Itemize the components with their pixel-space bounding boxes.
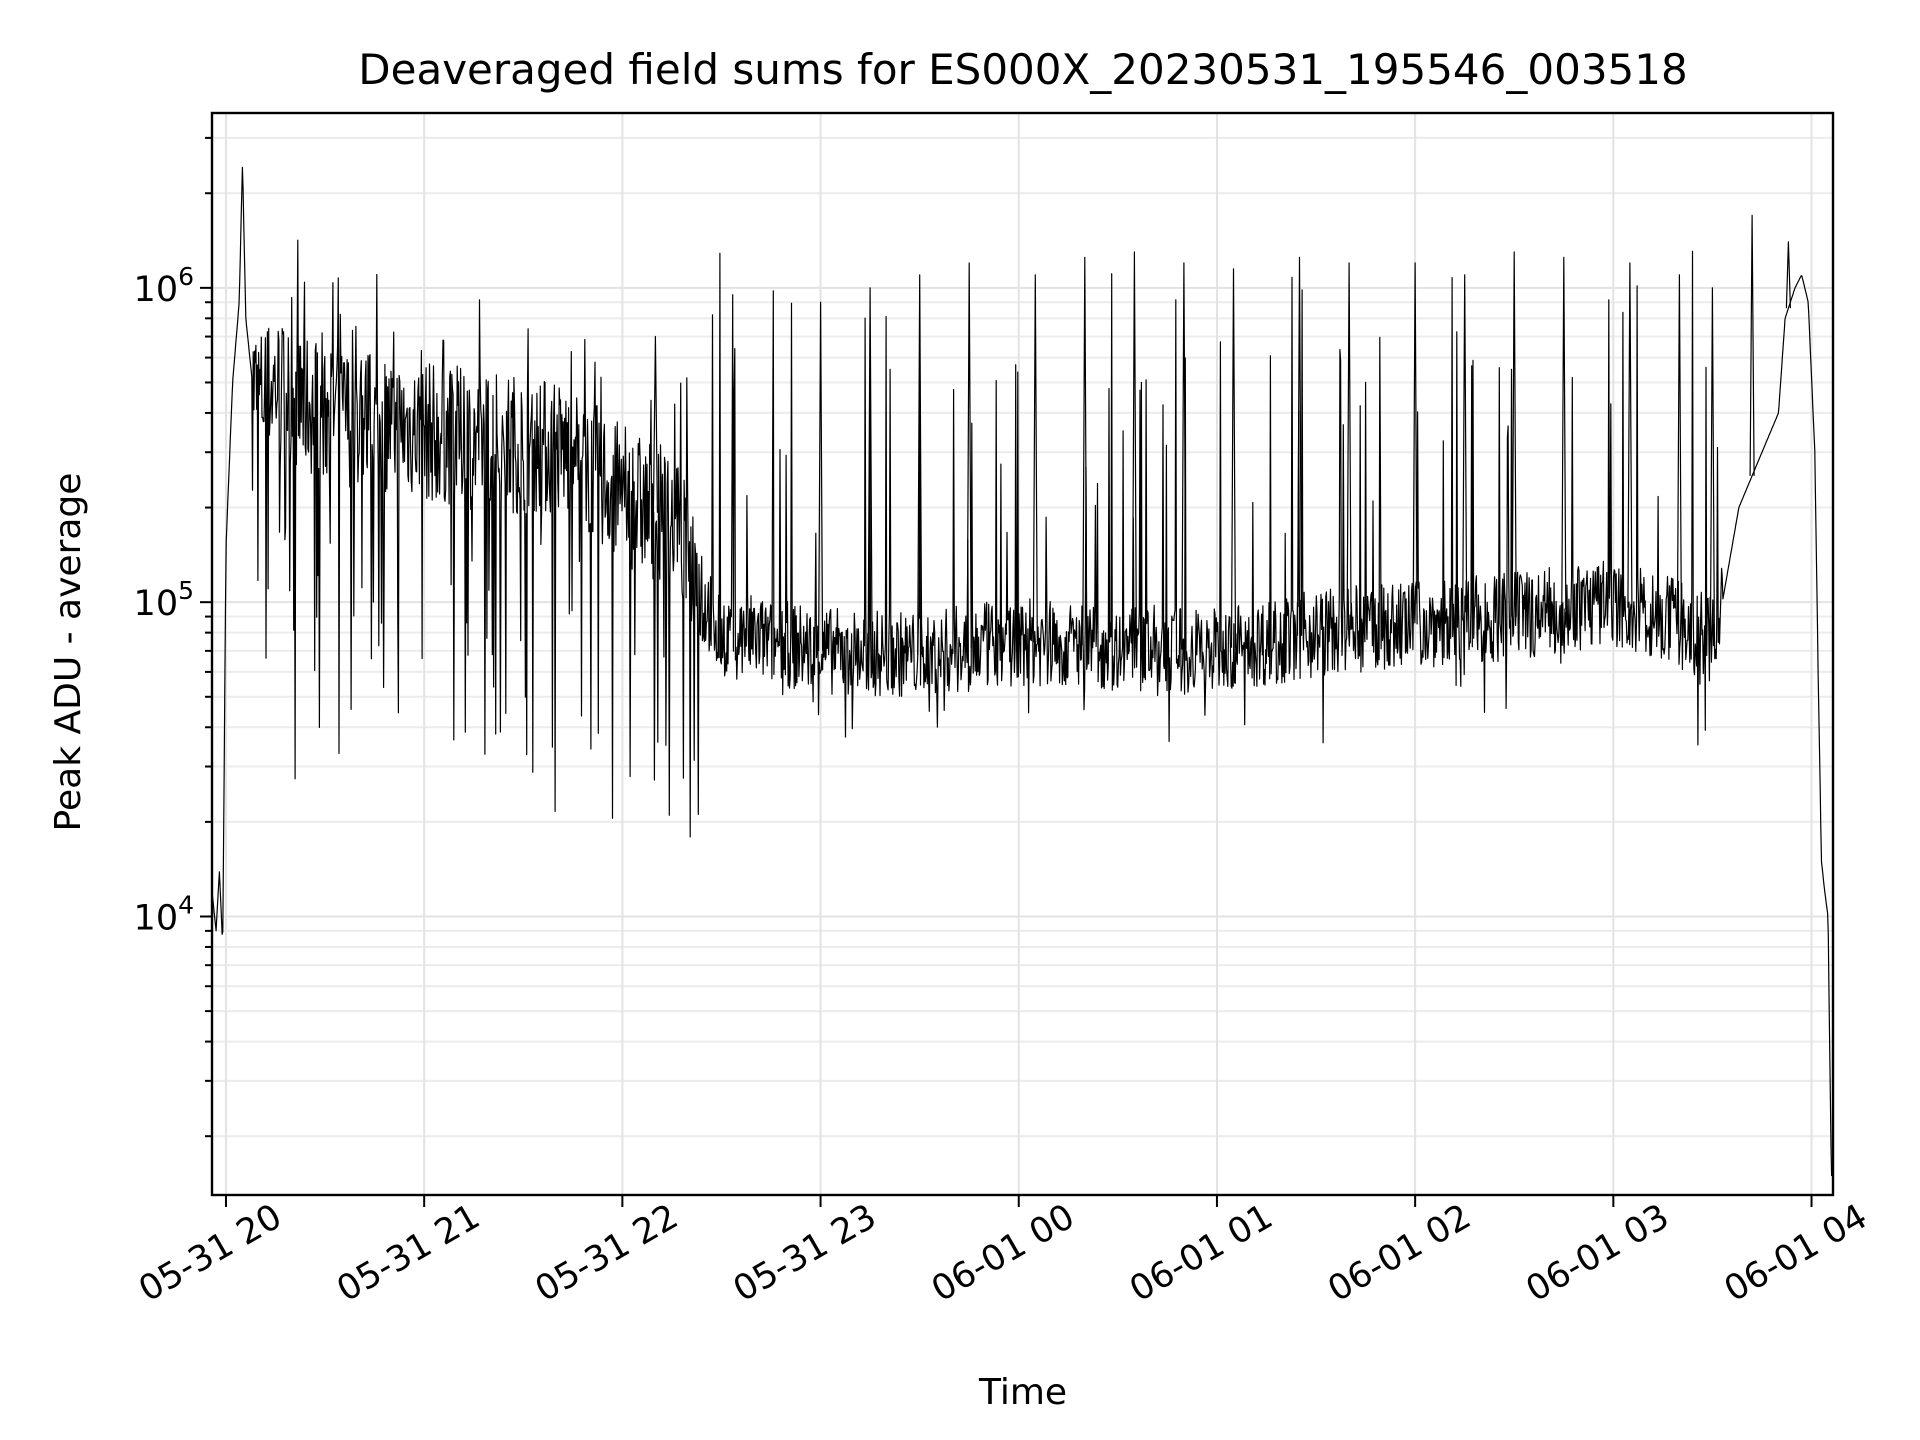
- series-spike: [652, 335, 658, 513]
- plot-frame: [210, 111, 1835, 1197]
- series-spike: [1676, 274, 1682, 625]
- series-spike: [1511, 251, 1517, 617]
- series-spike: [1032, 274, 1038, 643]
- series-spike: [1749, 214, 1755, 476]
- x-axis-label: Time: [978, 1372, 1067, 1413]
- series-spike: [1346, 262, 1352, 630]
- series-spike: [966, 262, 972, 649]
- y-axis-label: Peak ADU - average: [48, 473, 89, 832]
- series-spike: [1230, 268, 1237, 648]
- y-axis-ticks: 104 105 106: [134, 136, 212, 1138]
- series-spike: [1709, 287, 1715, 642]
- series-spike: [1627, 262, 1633, 608]
- series-spike: [1131, 251, 1137, 648]
- chart-title: Deaveraged field sums for ES000X_2023053…: [358, 45, 1687, 94]
- series-line: [211, 166, 1833, 1177]
- series-spike: [818, 301, 824, 651]
- series-spike: [1785, 241, 1791, 309]
- series-spike: [1181, 262, 1187, 650]
- y-tick-label: 106: [134, 262, 194, 310]
- series-spike: [1462, 274, 1468, 621]
- series-group: [211, 166, 1833, 1177]
- series-spike: [917, 274, 923, 655]
- series-spike: [1412, 262, 1418, 625]
- series-spike: [1082, 256, 1088, 646]
- series-spike: [1296, 256, 1303, 636]
- series-spike: [867, 287, 873, 653]
- series-spike: [1561, 256, 1567, 610]
- y-tick-label: 105: [134, 576, 194, 624]
- y-tick-label: 104: [134, 890, 194, 938]
